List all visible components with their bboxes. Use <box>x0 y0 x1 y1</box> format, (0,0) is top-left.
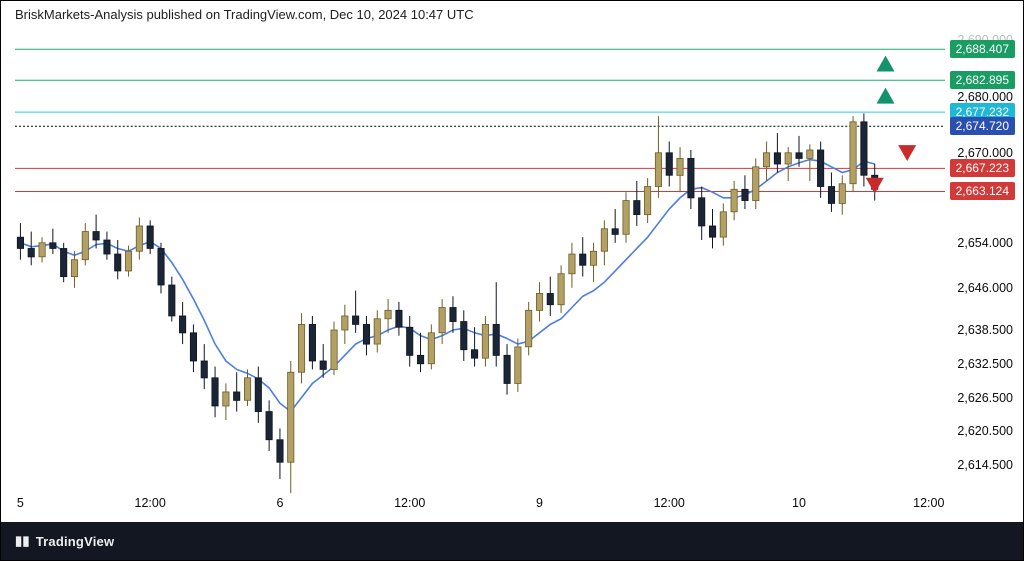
y-tick: 2,670.000 <box>957 146 1013 160</box>
y-axis[interactable]: 2,690.0002,680.0002,670.0002,654.0002,64… <box>945 29 1023 496</box>
x-tick: 10 <box>792 496 806 510</box>
y-tick: 2,646.000 <box>957 281 1013 295</box>
y-tick: 2,614.500 <box>957 458 1013 472</box>
price-tag: 2,667.223 <box>950 159 1015 177</box>
y-tick: 2,680.000 <box>957 90 1013 104</box>
plot-svg <box>15 29 945 496</box>
price-tag: 2,688.407 <box>950 40 1015 58</box>
y-tick: 2,638.500 <box>957 323 1013 337</box>
y-tick: 2,632.500 <box>957 357 1013 371</box>
tradingview-logo-icon: ▮▮ <box>15 533 30 549</box>
y-tick: 2,626.500 <box>957 391 1013 405</box>
tradingview-brand: TradingView <box>36 534 115 549</box>
chart-frame: BriskMarkets-Analysis published on Tradi… <box>0 0 1024 561</box>
x-tick: 12:00 <box>654 496 685 510</box>
x-tick: 5 <box>17 496 24 510</box>
chart-area[interactable] <box>15 29 945 496</box>
x-tick: 12:00 <box>135 496 166 510</box>
price-tag: 2,674.720 <box>950 117 1015 135</box>
x-tick: 12:00 <box>913 496 944 510</box>
x-axis[interactable]: 5 12:00 6 12:00 9 12:00 10 12:00 <box>15 496 945 516</box>
price-tag: 2,682.895 <box>950 71 1015 89</box>
publish-header: BriskMarkets-Analysis published on Tradi… <box>15 7 474 22</box>
x-tick: 12:00 <box>394 496 425 510</box>
x-tick: 9 <box>536 496 543 510</box>
price-tag: 2,663.124 <box>950 182 1015 200</box>
y-tick: 2,654.000 <box>957 236 1013 250</box>
x-tick: 6 <box>276 496 283 510</box>
y-tick: 2,620.500 <box>957 424 1013 438</box>
footer-bar: ▮▮ TradingView <box>1 522 1023 560</box>
